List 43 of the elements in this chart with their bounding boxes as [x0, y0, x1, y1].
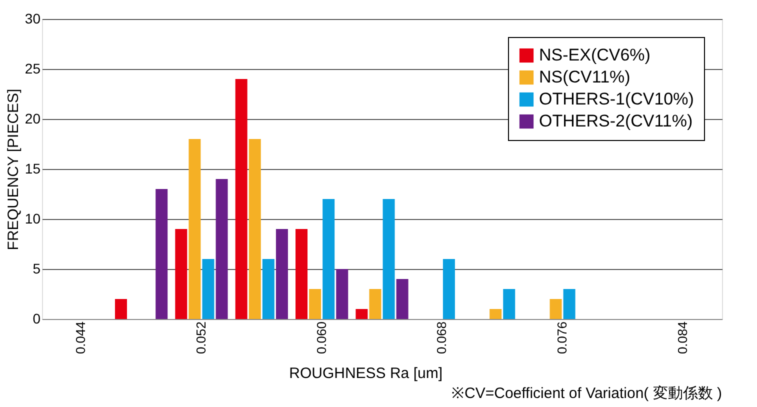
- x-tick-label: 0.084: [674, 322, 690, 354]
- bar: [503, 289, 516, 319]
- bar: [114, 299, 127, 319]
- bar: [490, 309, 502, 319]
- bar: [156, 189, 168, 319]
- bar: [550, 299, 562, 319]
- y-tick-label: 20: [24, 110, 41, 126]
- x-tick-label: 0.060: [314, 322, 329, 354]
- bar: [175, 229, 188, 319]
- y-tick-label: 15: [24, 160, 41, 176]
- x-tick-label: 0.052: [193, 322, 208, 354]
- bar: [442, 259, 455, 319]
- bar: [382, 199, 395, 319]
- bar: [202, 259, 214, 319]
- legend-label: NS(CV11%): [539, 68, 630, 86]
- bar: [322, 199, 335, 319]
- bar: [563, 289, 576, 319]
- y-tick-label: 30: [24, 10, 41, 26]
- y-tick-label: 10: [24, 210, 41, 226]
- bar: [356, 309, 368, 319]
- y-tick-label: 5: [32, 260, 41, 276]
- bar: [309, 289, 322, 319]
- bar: [188, 139, 201, 319]
- x-axis-title: ROUGHNESS Ra [um]: [289, 365, 442, 382]
- legend-label: OTHERS-2(CV11%): [539, 112, 693, 130]
- y-axis-title: FREQUENCY [PIECES]: [4, 88, 22, 250]
- bar: [248, 139, 261, 319]
- bar: [235, 79, 248, 319]
- y-tick-label: 0: [32, 310, 41, 326]
- x-tick-label: 0.076: [554, 322, 570, 354]
- legend-label: OTHERS-1(CV10%): [539, 90, 694, 108]
- x-tick-label: 0.068: [434, 322, 450, 354]
- legend-label: NS-EX(CV6%): [539, 46, 650, 64]
- x-tick-label: 0.044: [73, 322, 88, 354]
- bar: [336, 269, 348, 319]
- bar: [262, 259, 274, 319]
- bar: [396, 279, 408, 319]
- bar: [276, 229, 288, 319]
- bar: [296, 229, 308, 319]
- bar: [369, 289, 382, 319]
- bar: [216, 179, 228, 319]
- text: ※CV=Coefficient of Variation( 変動係数 ): [452, 385, 722, 402]
- y-tick-label: 25: [24, 60, 41, 76]
